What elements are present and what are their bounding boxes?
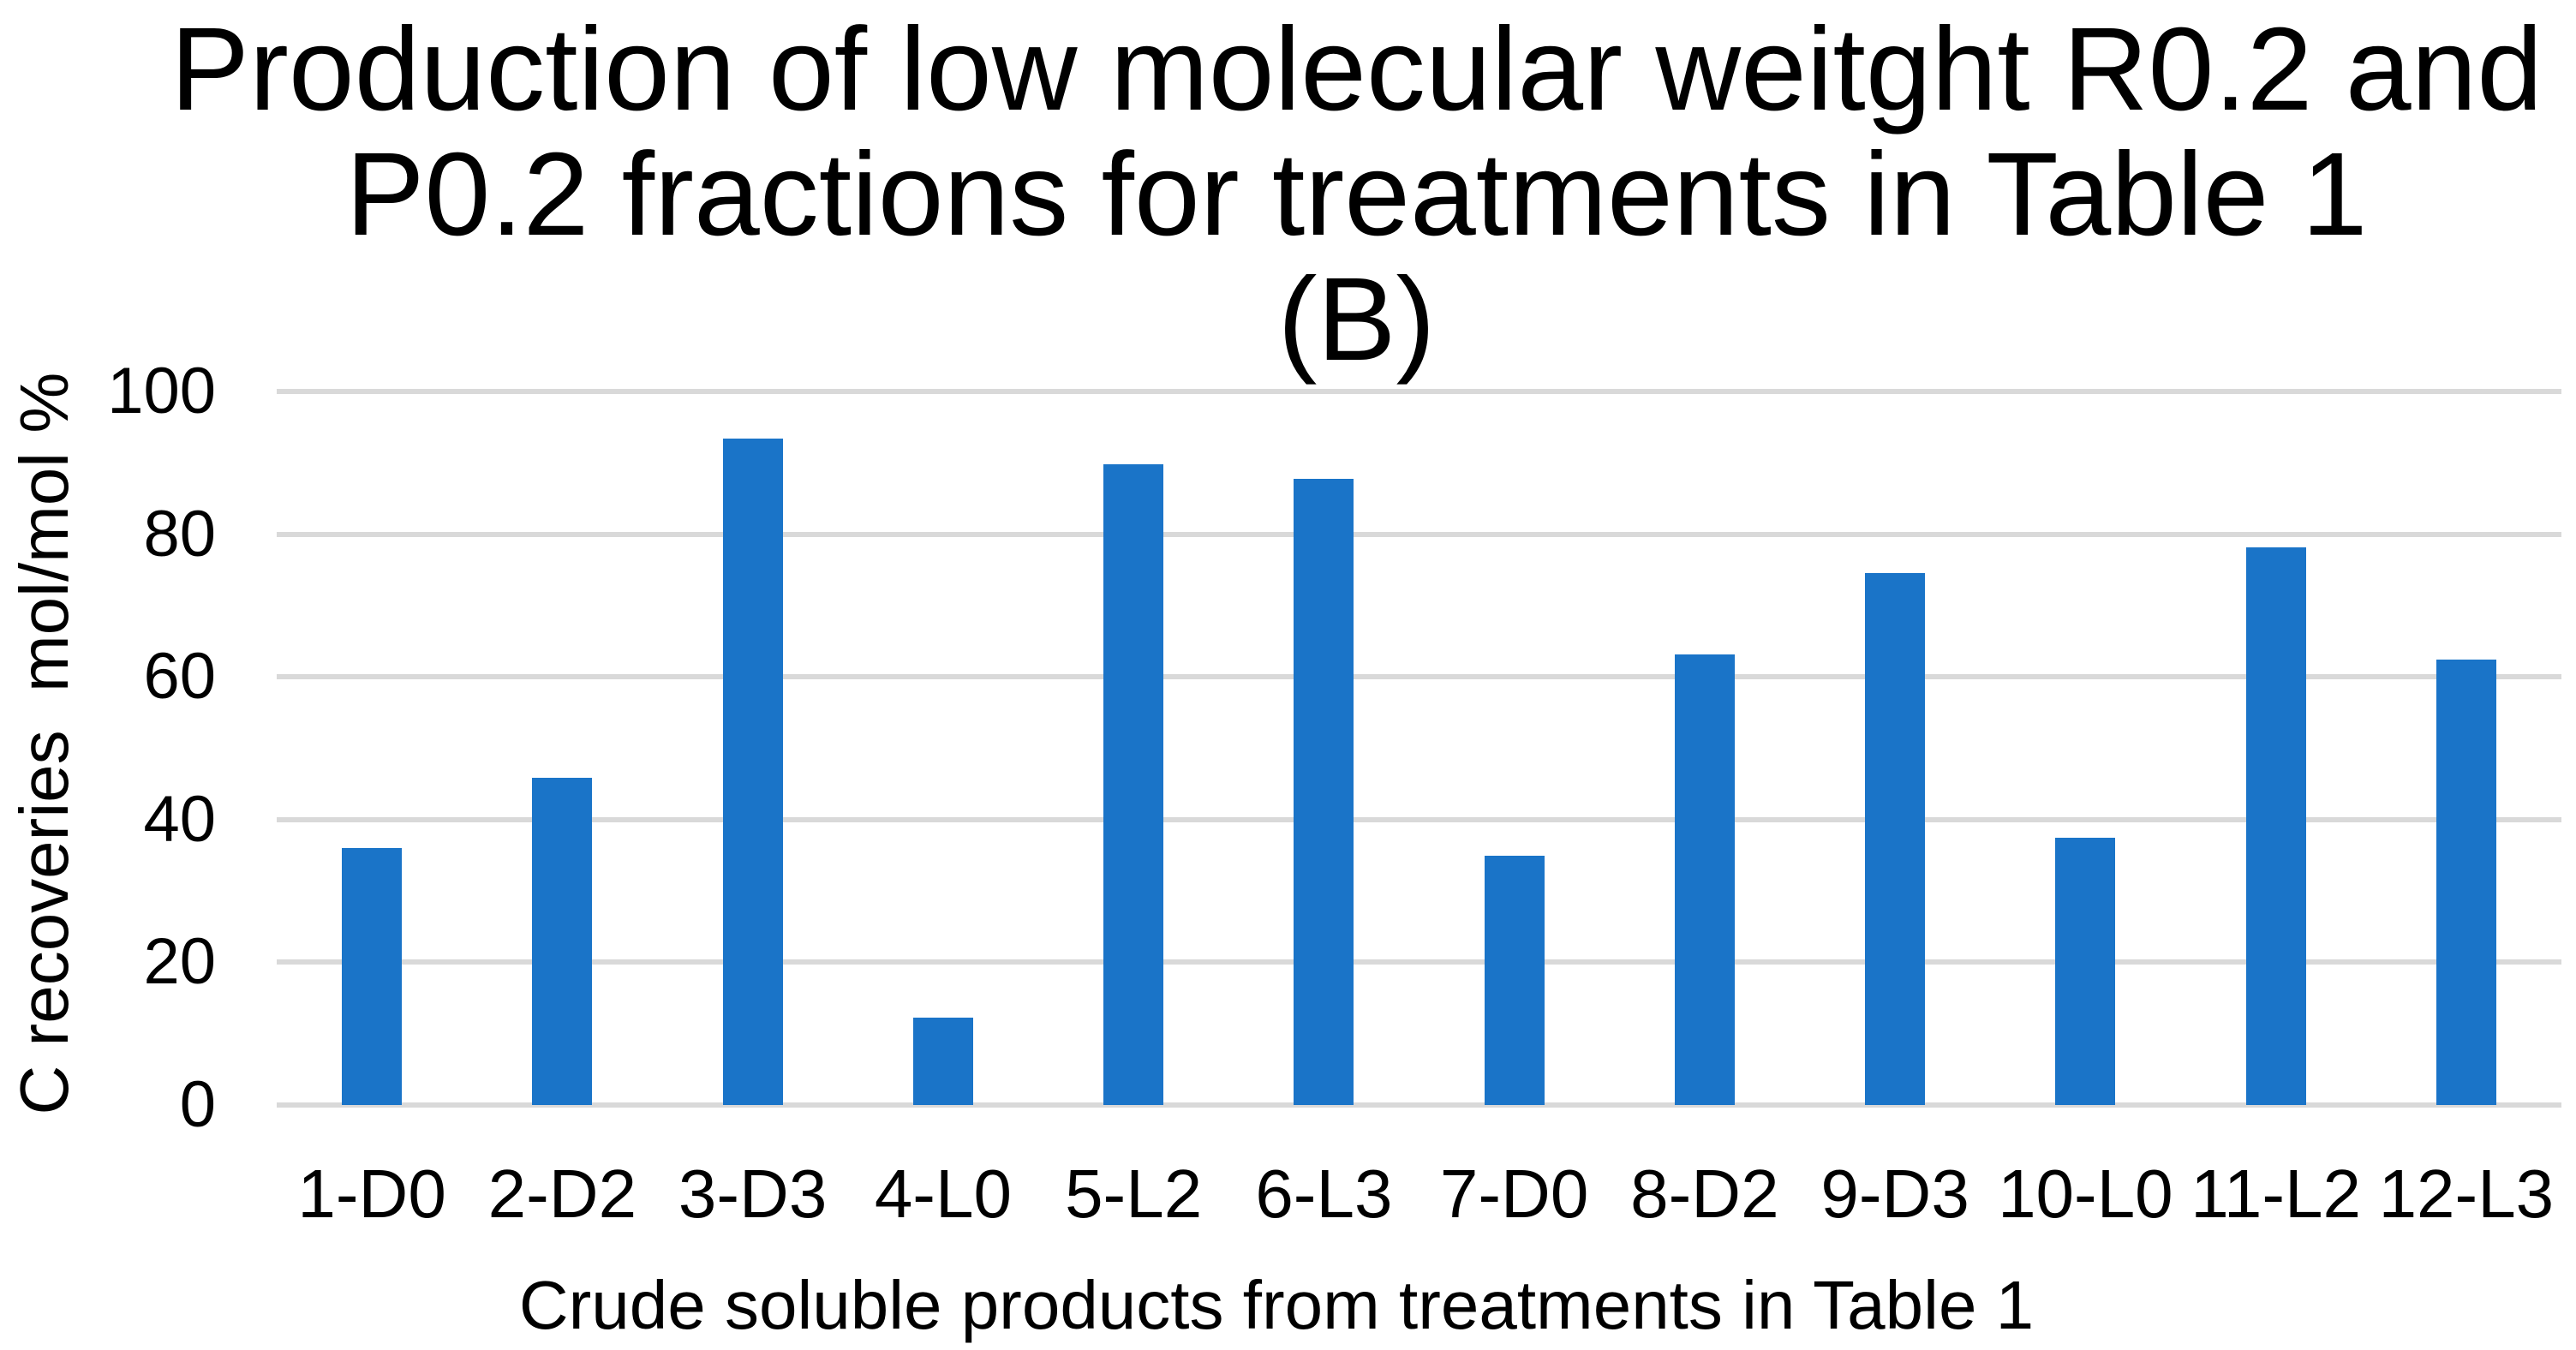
y-axis-title: C recoveries mol/mol % [6,372,82,1115]
y-tick-label: 20 [143,925,216,999]
chart-title-line-3: (B) [1277,254,1436,385]
gridline [277,674,2561,680]
gridline [277,531,2561,537]
chart-title-line-2: P0.2 fractions for treatments in Table 1 [345,128,2368,260]
chart-title: Production of low molecular weitght R0.2… [137,7,2576,382]
bar-2-D2 [532,777,593,1105]
bar-7-D0 [1484,856,1545,1105]
x-tick-label: 3-D3 [678,1156,828,1232]
x-tick-label: 10-L0 [1998,1156,2173,1232]
bar-4-L0 [912,1017,973,1105]
gridline [277,959,2561,965]
bar-3-D3 [722,438,783,1105]
chart-title-line-1: Production of low molecular weitght R0.2… [170,3,2543,135]
x-tick-label: 9-D3 [1820,1156,1969,1232]
x-tick-label: 12-L3 [2378,1156,2555,1232]
bar-9-D3 [1865,573,1926,1105]
gridline [277,816,2561,822]
x-tick-label: 7-D0 [1439,1156,1589,1232]
x-tick-label: 11-L2 [2190,1156,2361,1232]
bar-8-D2 [1674,654,1735,1105]
x-tick-label: 2-D2 [487,1156,637,1232]
x-axis-title: Crude soluble products from treatments i… [518,1267,2035,1343]
x-tick-label: 5-L2 [1065,1156,1203,1232]
bar-6-L3 [1294,479,1354,1105]
x-tick-label: 4-L0 [874,1156,1012,1232]
gridline [277,389,2561,394]
plot-area [277,389,2561,1108]
bar-11-L2 [2245,547,2306,1105]
y-tick-label: 0 [179,1068,216,1141]
bar-5-L2 [1103,463,1164,1105]
y-tick-label: 60 [143,640,216,714]
y-tick-label: 40 [143,782,216,856]
gridline [277,1102,2561,1108]
x-tick-label: 1-D0 [297,1156,446,1232]
y-tick-label: 100 [107,355,216,427]
y-tick-label: 80 [143,497,216,570]
x-tick-label: 6-L3 [1255,1156,1393,1232]
bar-12-L3 [2436,660,2496,1105]
x-tick-label: 8-D2 [1630,1156,1779,1232]
bar-1-D0 [342,848,403,1105]
bar-10-L0 [2055,838,2116,1105]
